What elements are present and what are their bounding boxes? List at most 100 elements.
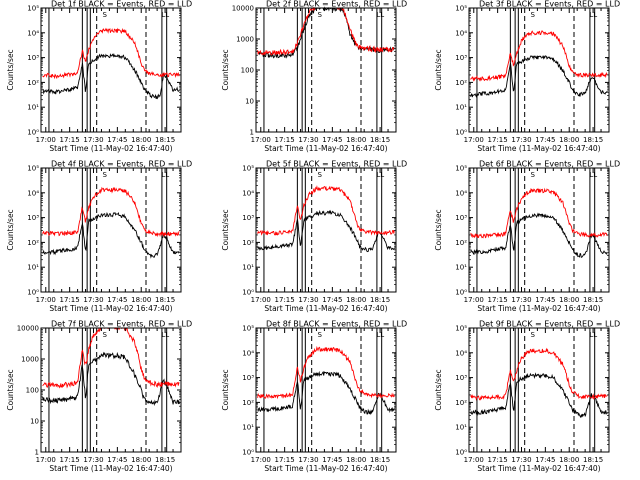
lld-series-line [42, 27, 180, 80]
y-tick-label: 10² [455, 399, 467, 407]
y-tick-label: 10⁵ [27, 5, 39, 13]
x-tick-label: 17:45 [107, 296, 127, 304]
marker-label: LL [589, 11, 597, 19]
y-tick-label: 10⁴ [27, 29, 39, 37]
panel-title: Det 3f BLACK = Events, RED = LLD [479, 0, 620, 9]
marker-label: S [317, 331, 322, 339]
y-tick-label: 10⁵ [242, 325, 254, 333]
events-series-line [42, 351, 180, 406]
y-tick-label: 10¹ [242, 424, 254, 432]
marker-label: LL [161, 11, 169, 19]
y-tick-label: 10⁴ [27, 189, 39, 197]
x-axis-label: Start Time (11-May-02 16:47:40) [477, 304, 600, 313]
x-tick-label: 18:15 [583, 456, 603, 464]
y-axis-label: Counts/sec [6, 369, 15, 410]
lld-series-line [42, 327, 180, 389]
y-tick-label: 10⁰ [455, 129, 467, 137]
y-tick-label: 10000 [232, 5, 254, 13]
x-tick-label: 18:00 [131, 136, 151, 144]
y-tick-label: 10⁵ [242, 165, 254, 173]
x-tick-label: 17:00 [251, 136, 271, 144]
x-tick-label: 17:15 [275, 456, 295, 464]
panel-det-3: Det 3f BLACK = Events, RED = LLD S LL 10⁰ 10… [434, 0, 620, 153]
x-axis-label: Start Time (11-May-02 16:47:40) [264, 144, 387, 153]
x-axis-label: Start Time (11-May-02 16:47:40) [264, 304, 387, 313]
x-tick-label: 17:45 [322, 456, 342, 464]
plot-frame [468, 7, 610, 133]
x-tick-label: 18:15 [583, 296, 603, 304]
plot-frame [468, 167, 610, 293]
y-tick-label: 10⁰ [455, 289, 467, 297]
x-tick-label: 17:45 [322, 296, 342, 304]
y-tick-label: 10³ [242, 374, 254, 382]
y-tick-label: 10⁵ [455, 5, 467, 13]
y-axis-label: Counts/sec [434, 369, 443, 410]
x-tick-label: 17:15 [488, 456, 508, 464]
marker-label: S [102, 11, 107, 19]
x-axis-label: Start Time (11-May-02 16:47:40) [264, 464, 387, 473]
x-tick-label: 17:15 [488, 136, 508, 144]
plot-frame [40, 167, 182, 293]
x-tick-label: 17:00 [251, 456, 271, 464]
x-tick-label: 17:30 [511, 456, 531, 464]
x-tick-label: 17:00 [36, 456, 56, 464]
x-tick-label: 17:30 [298, 136, 318, 144]
x-tick-label: 17:00 [464, 456, 484, 464]
y-tick-label: 100 [241, 67, 254, 75]
panel-det-7: Det 7f BLACK = Events, RED = LLD S LL 1 10 10… [6, 320, 192, 474]
panel-title: Det 4f BLACK = Events, RED = LLD [51, 160, 192, 169]
y-tick-label: 10⁰ [455, 449, 467, 457]
x-tick-label: 17:00 [464, 136, 484, 144]
marker-label: LL [589, 331, 597, 339]
marker-label: S [530, 11, 535, 19]
x-tick-label: 17:00 [464, 296, 484, 304]
plot-frame [468, 327, 610, 453]
x-tick-label: 17:30 [83, 456, 103, 464]
y-tick-label: 10³ [27, 214, 39, 222]
y-tick-label: 10 [245, 98, 254, 106]
x-tick-label: 18:15 [155, 456, 175, 464]
marker-label: S [317, 11, 322, 19]
y-tick-label: 1000 [236, 36, 254, 44]
x-tick-label: 17:30 [83, 296, 103, 304]
y-tick-label: 10 [30, 418, 39, 426]
x-tick-label: 17:15 [488, 296, 508, 304]
y-tick-label: 10² [27, 79, 39, 87]
x-axis-label: Start Time (11-May-02 16:47:40) [49, 464, 172, 473]
y-tick-label: 10³ [455, 214, 467, 222]
lld-series-line [257, 185, 395, 236]
x-tick-label: 17:45 [107, 456, 127, 464]
y-tick-label: 100 [26, 387, 39, 395]
x-tick-label: 17:45 [107, 136, 127, 144]
marker-label: LL [376, 11, 384, 19]
panel-title: Det 8f BLACK = Events, RED = LLD [266, 320, 407, 329]
x-tick-label: 18:00 [559, 296, 579, 304]
x-axis-label: Start Time (11-May-02 16:47:40) [49, 144, 172, 153]
marker-label: S [530, 171, 535, 179]
events-series-line [470, 372, 608, 419]
x-tick-label: 17:15 [60, 136, 80, 144]
panel-title: Det 1f BLACK = Events, RED = LLD [51, 0, 192, 9]
lld-series-line [470, 187, 608, 239]
marker-label: LL [589, 171, 597, 179]
y-axis-label: Counts/sec [6, 49, 15, 90]
y-tick-label: 10¹ [242, 264, 254, 272]
panel-title: Det 9f BLACK = Events, RED = LLD [479, 320, 620, 329]
x-tick-label: 18:15 [370, 136, 390, 144]
x-tick-label: 18:00 [131, 456, 151, 464]
panel-det-4: Det 4f BLACK = Events, RED = LLD S LL 10⁰ 10… [6, 160, 192, 314]
y-tick-label: 10⁵ [455, 325, 467, 333]
x-tick-label: 17:45 [322, 136, 342, 144]
x-tick-label: 17:30 [511, 136, 531, 144]
y-axis-label: Counts/sec [6, 209, 15, 250]
y-tick-label: 10¹ [455, 104, 467, 112]
x-tick-label: 17:00 [251, 296, 271, 304]
lld-series-line [257, 6, 395, 56]
y-tick-label: 10¹ [455, 424, 467, 432]
events-series-line [257, 209, 395, 253]
y-axis-label: Counts/sec [221, 369, 230, 410]
plot-frame [255, 7, 397, 133]
y-tick-label: 10⁵ [455, 165, 467, 173]
y-tick-label: 10000 [17, 325, 39, 333]
panel-title: Det 5f BLACK = Events, RED = LLD [266, 160, 407, 169]
